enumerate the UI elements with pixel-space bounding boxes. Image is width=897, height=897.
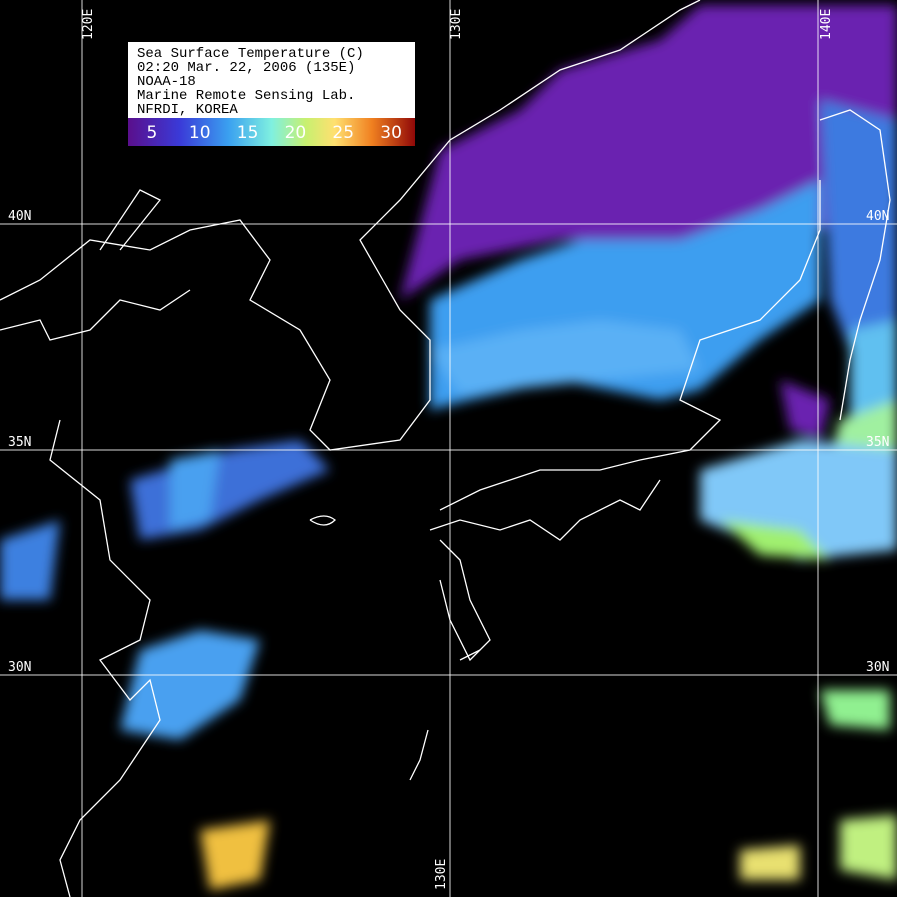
colorbar-label: 5 <box>147 123 158 143</box>
legend-line: Sea Surface Temperature (C) <box>137 46 364 62</box>
colorbar <box>128 118 415 146</box>
meridian-label: 140E <box>819 9 834 40</box>
parallel-label: 40N <box>8 209 31 224</box>
meridian-label: 130E <box>434 859 449 890</box>
colorbar-label: 15 <box>237 123 259 143</box>
legend: Sea Surface Temperature (C)02:20 Mar. 22… <box>128 42 415 146</box>
colorbar-label: 25 <box>332 123 354 143</box>
legend-line: 02:20 Mar. 22, 2006 (135E) <box>137 60 355 76</box>
parallel-label: 30N <box>866 660 889 675</box>
sst-field <box>0 5 897 890</box>
colorbar-label: 20 <box>285 123 307 143</box>
parallel-label: 30N <box>8 660 31 675</box>
grid-labels: 120E 130E 140E 130E 40N 40N 35N 35N 30N … <box>8 9 889 890</box>
legend-box <box>128 42 415 119</box>
parallel-label: 35N <box>8 435 31 450</box>
parallel-label: 35N <box>866 435 889 450</box>
legend-line: NOAA-18 <box>137 74 196 90</box>
legend-line: Marine Remote Sensing Lab. <box>137 88 355 104</box>
colorbar-label: 10 <box>189 123 211 143</box>
colorbar-label: 30 <box>380 123 402 143</box>
meridian-label: 130E <box>449 9 464 40</box>
legend-line: NFRDI, KOREA <box>137 102 238 118</box>
meridian-label: 120E <box>81 9 96 40</box>
parallel-label: 40N <box>866 209 889 224</box>
